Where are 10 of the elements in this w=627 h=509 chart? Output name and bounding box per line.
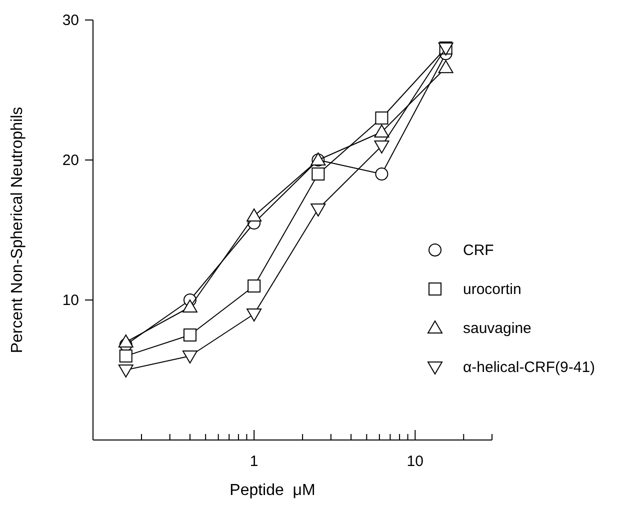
legend-label: urocortin (463, 281, 522, 298)
y-axis-title: Percent Non-Spherical Neutrophils (9, 106, 26, 354)
x-tick-label: 1 (250, 453, 258, 470)
legend-label: α-helical-CRF(9-41) (463, 359, 596, 376)
legend-label: CRF (463, 242, 494, 259)
x-axis-title: Peptide μM (230, 482, 316, 499)
y-tick-label: 20 (62, 152, 79, 169)
y-tick-label: 10 (62, 292, 79, 309)
legend-label: sauvagine (463, 320, 532, 337)
y-tick-label: 30 (62, 12, 79, 29)
